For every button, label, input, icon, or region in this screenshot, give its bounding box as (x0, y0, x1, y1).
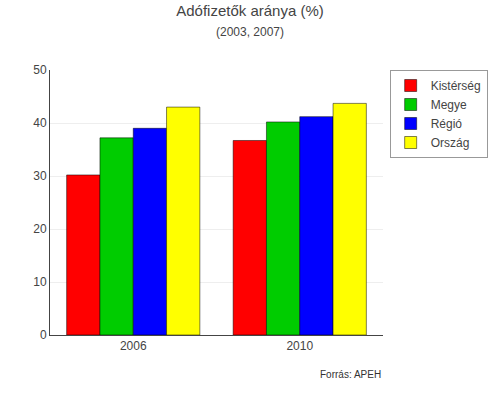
svg-text:Megye: Megye (431, 98, 467, 112)
svg-text:Kistérség: Kistérség (431, 79, 481, 93)
svg-text:40: 40 (33, 116, 47, 130)
svg-text:30: 30 (33, 169, 47, 183)
svg-text:Ország: Ország (431, 136, 470, 150)
svg-text:10: 10 (33, 275, 47, 289)
svg-text:2006: 2006 (120, 339, 147, 353)
svg-text:Adófizetők aránya (%)(2003, 20: Adófizetők aránya (%)(2003, 2007) (176, 2, 324, 39)
svg-text:Régió: Régió (431, 117, 463, 131)
svg-text:2010: 2010 (286, 339, 313, 353)
svg-text:Forrás: APEH: Forrás: APEH (320, 369, 381, 380)
svg-text:50: 50 (33, 63, 47, 77)
svg-text:20: 20 (33, 222, 47, 236)
svg-text:0: 0 (40, 328, 47, 342)
